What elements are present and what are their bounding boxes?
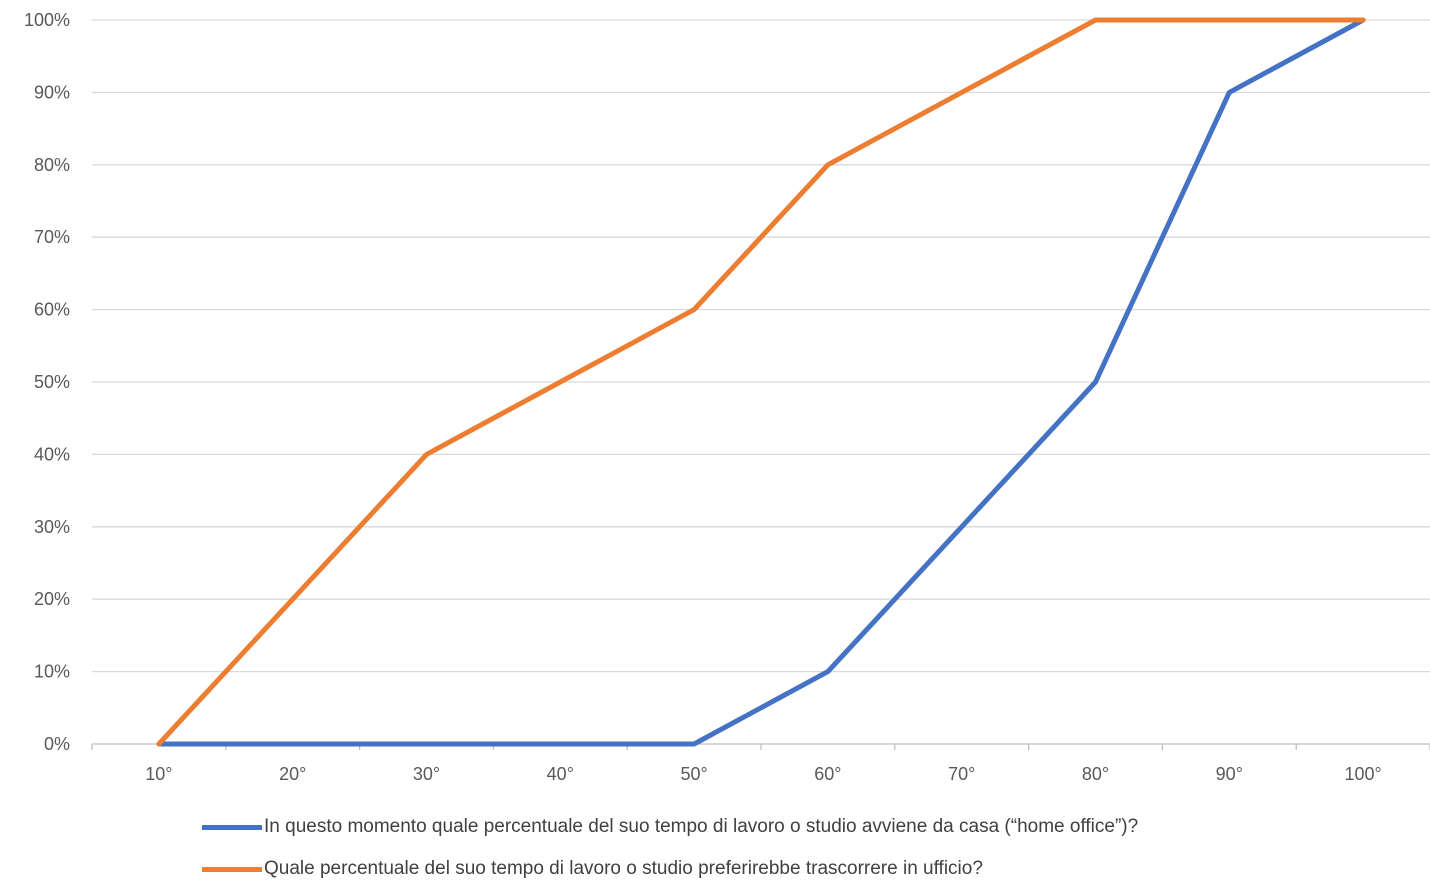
x-tick-label: 60° — [814, 764, 841, 784]
legend-label-series-1: In questo momento quale percentuale del … — [264, 816, 1139, 837]
y-tick-label: 50% — [34, 372, 70, 392]
series-line-1 — [156, 17, 1366, 747]
x-tick-label: 90° — [1216, 764, 1243, 784]
x-tick-label: 40° — [547, 764, 574, 784]
x-tick-label: 20° — [279, 764, 306, 784]
legend-label-series-2: Quale percentuale del suo tempo di lavor… — [264, 858, 983, 879]
legend-item-series-2: Quale percentuale del suo tempo di lavor… — [202, 858, 983, 880]
legend-swatch-series-1 — [202, 824, 262, 830]
y-tick-label: 70% — [34, 227, 70, 247]
y-tick-label: 30% — [34, 517, 70, 537]
line-chart: 0% 10% 20% 30% 40% 50% 60% 70% 80% 90% 100% 10° 20°… — [24, 10, 1430, 784]
y-tick-label: 100% — [24, 10, 70, 30]
y-tick-label: 0% — [44, 734, 70, 754]
x-tick-label: 70° — [948, 764, 975, 784]
x-tick-label: 30° — [413, 764, 440, 784]
series-line-2 — [156, 17, 1366, 747]
x-tick-label: 80° — [1082, 764, 1109, 784]
y-tick-label: 20% — [34, 589, 70, 609]
y-axis-tick-labels: 0% 10% 20% 30% 40% 50% 60% 70% 80% 90% 100% — [24, 10, 70, 754]
y-tick-label: 90% — [34, 82, 70, 102]
x-tick-label: 50° — [680, 764, 707, 784]
x-tick-label: 100° — [1344, 764, 1381, 784]
legend-item-series-1: In questo momento quale percentuale del … — [202, 816, 1138, 838]
y-tick-label: 60% — [34, 300, 70, 320]
series-lines — [156, 17, 1366, 747]
x-tick-label: 10° — [145, 764, 172, 784]
y-tick-label: 80% — [34, 155, 70, 175]
gridlines — [92, 19, 1430, 673]
legend-swatch-series-2 — [202, 866, 262, 872]
y-tick-label: 10% — [34, 662, 70, 682]
y-tick-label: 40% — [34, 444, 70, 464]
x-axis-tick-labels: 10° 20° 30° 40° 50° 60° 70° 80° 90° 100° — [145, 764, 1381, 784]
